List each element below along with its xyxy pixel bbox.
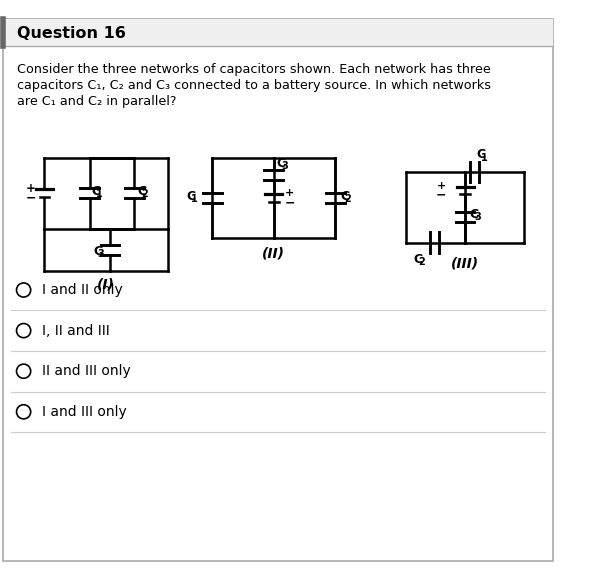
Text: C: C	[137, 185, 146, 198]
Text: −: −	[436, 188, 446, 202]
Text: C: C	[470, 208, 479, 222]
Text: C: C	[186, 190, 195, 202]
Text: C: C	[477, 148, 485, 161]
Text: 2: 2	[418, 258, 425, 267]
Text: 3: 3	[474, 212, 481, 223]
Text: 3: 3	[282, 161, 288, 171]
Text: C: C	[277, 157, 286, 170]
Text: (III): (III)	[451, 256, 479, 270]
Text: 1: 1	[96, 189, 103, 199]
Text: 2: 2	[141, 189, 148, 199]
Text: (II): (II)	[262, 246, 285, 260]
Text: C: C	[93, 245, 102, 258]
Text: (I): (I)	[97, 277, 115, 291]
Text: I and II only: I and II only	[42, 283, 123, 297]
Text: I and III only: I and III only	[42, 405, 127, 419]
Text: C: C	[340, 190, 349, 202]
Text: −: −	[26, 191, 37, 204]
Text: 1: 1	[191, 194, 197, 204]
Bar	[3, 19, 553, 46]
Text: 2: 2	[345, 194, 352, 204]
Text: +: +	[437, 180, 446, 191]
Text: 1: 1	[481, 153, 488, 162]
Text: C: C	[413, 253, 423, 266]
Text: capacitors C₁, C₂ and C₃ connected to a battery source. In which networks: capacitors C₁, C₂ and C₃ connected to a …	[17, 79, 491, 92]
Text: are C₁ and C₂ in parallel?: are C₁ and C₂ in parallel?	[17, 96, 177, 108]
Text: 3: 3	[98, 249, 104, 259]
Text: Consider the three networks of capacitors shown. Each network has three: Consider the three networks of capacitor…	[17, 63, 491, 77]
Text: II and III only: II and III only	[42, 364, 131, 378]
Text: +: +	[285, 188, 294, 198]
Text: C: C	[91, 185, 101, 198]
Text: Question 16: Question 16	[17, 26, 126, 41]
Text: −: −	[285, 196, 296, 209]
FancyBboxPatch shape	[3, 19, 553, 561]
Text: +: +	[27, 182, 36, 195]
Text: I, II and III: I, II and III	[42, 324, 110, 338]
